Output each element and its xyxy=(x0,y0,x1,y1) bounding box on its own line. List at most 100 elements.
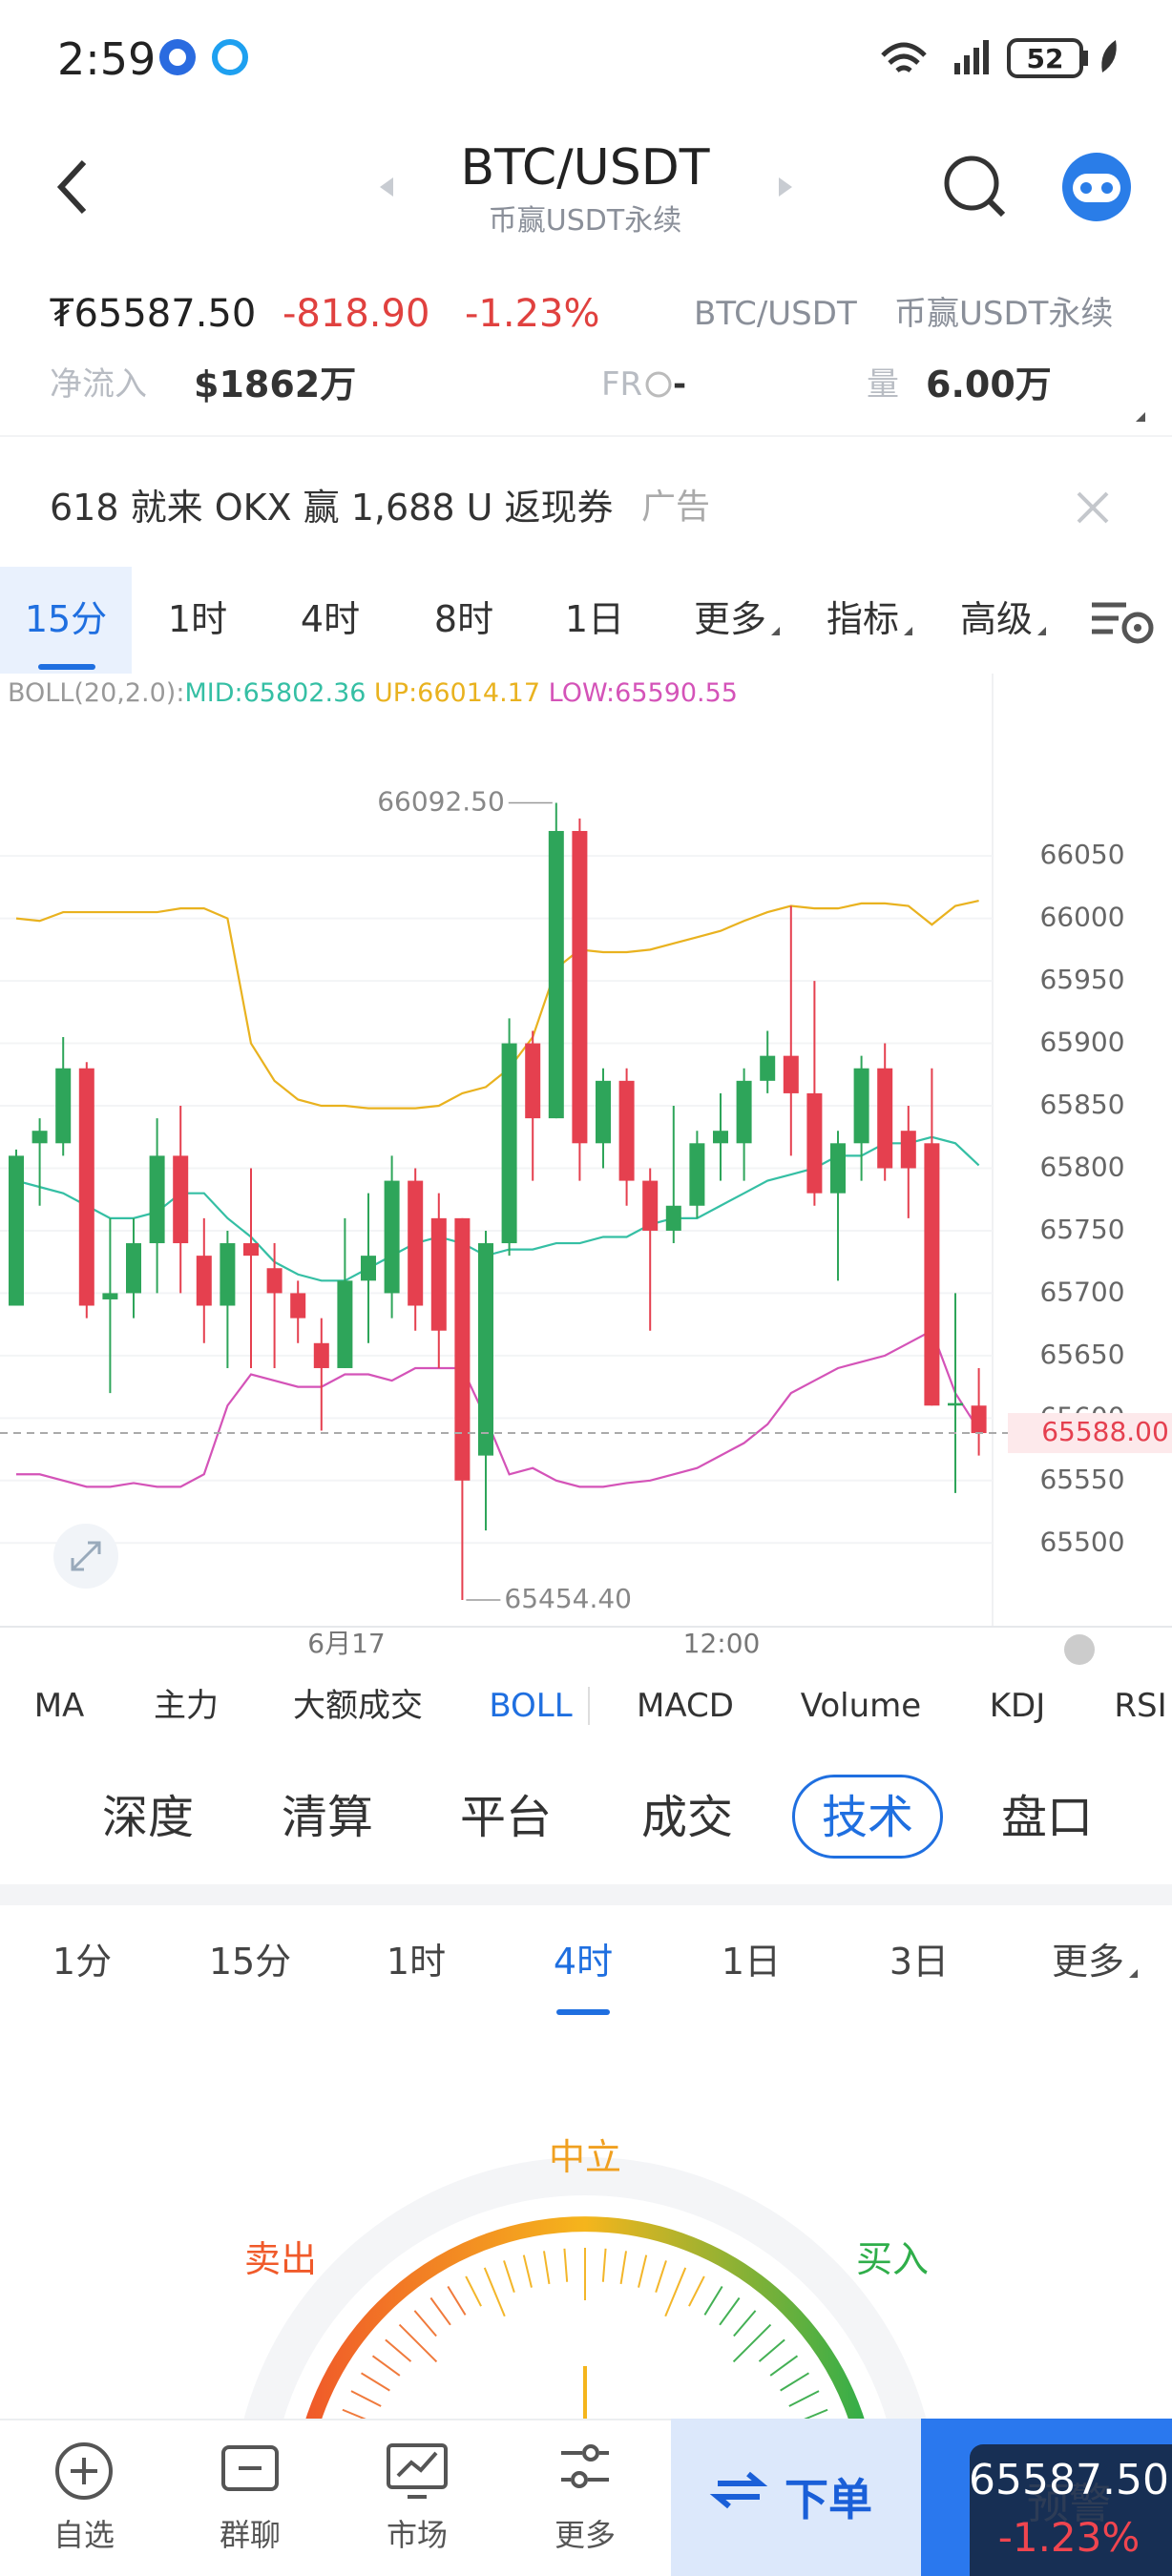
legend-text: 65802.36 xyxy=(243,678,366,708)
ad-text[interactable]: 618 就来 OKX 赢 1,688 U 返现券 xyxy=(50,487,614,529)
timeframe-tab[interactable]: 1日 xyxy=(721,1941,782,1983)
nav-item[interactable]: 更多 xyxy=(554,2517,617,2553)
timeframe-tab[interactable]: 1分 xyxy=(52,1941,113,1983)
interval-tab[interactable]: 8时 xyxy=(433,598,494,640)
indicator-tab[interactable]: BOLL xyxy=(489,1687,573,1725)
header-icons xyxy=(56,153,1131,221)
active-pill[interactable] xyxy=(792,1775,943,1859)
candle xyxy=(501,1018,517,1257)
candle xyxy=(971,1367,987,1456)
candle xyxy=(596,1068,611,1169)
gauge-tick xyxy=(503,2260,515,2294)
gauge-tick xyxy=(465,2275,482,2307)
pair-name: BTC/USDT xyxy=(694,295,857,333)
candle xyxy=(572,818,588,1181)
candle-body xyxy=(9,1155,24,1306)
timeframe-tab[interactable]: 15分 xyxy=(208,1941,292,1983)
candle xyxy=(548,802,564,1119)
section-tab[interactable]: 深度 xyxy=(101,1791,195,1844)
gauge-tick xyxy=(350,2390,382,2407)
candle xyxy=(173,1106,189,1294)
section-tab[interactable]: 成交 xyxy=(640,1791,734,1844)
timeframe-tab[interactable]: 3日 xyxy=(889,1941,950,1983)
candle xyxy=(689,1131,705,1218)
expand-icon xyxy=(71,1541,101,1571)
indicator-tab[interactable]: Volume xyxy=(800,1687,922,1725)
indicator-tab[interactable]: 大额成交 xyxy=(293,1687,423,1725)
gauge-tick xyxy=(769,2355,799,2377)
order-button[interactable]: 下单 xyxy=(785,2474,872,2525)
gauge-tick xyxy=(385,2338,412,2362)
pair-title[interactable]: BTC/USDT xyxy=(460,139,710,197)
candle xyxy=(55,1037,72,1156)
y-tick-label: 65800 xyxy=(1039,1151,1124,1182)
gauge-tick xyxy=(447,2286,467,2316)
interval-tab[interactable]: 1日 xyxy=(564,598,625,640)
y-tick-label: 65500 xyxy=(1039,1526,1124,1557)
candle-body xyxy=(525,1043,541,1119)
candle-body xyxy=(337,1280,353,1368)
candle-body xyxy=(971,1405,987,1434)
y-tick-label: 65900 xyxy=(1039,1027,1124,1058)
misc-icons xyxy=(645,371,1145,524)
candle-body xyxy=(806,1092,823,1194)
interval-tab[interactable]: 更多 xyxy=(693,598,781,640)
candle xyxy=(478,1230,493,1531)
legend-text: 66014.17 xyxy=(417,678,540,708)
price-change-pct: -1.23% xyxy=(465,292,600,336)
floating-price-widget[interactable] xyxy=(970,2444,1172,2576)
search-button[interactable] xyxy=(944,156,999,211)
candle xyxy=(618,1068,635,1206)
back-button[interactable] xyxy=(56,159,87,215)
candle-body xyxy=(173,1155,189,1244)
candle xyxy=(126,1217,141,1319)
section-tab[interactable]: 清算 xyxy=(281,1791,374,1844)
y-tick-label: 65850 xyxy=(1039,1089,1124,1120)
indicator-tab[interactable]: RSI xyxy=(1114,1687,1167,1725)
section-tab[interactable]: 技术 xyxy=(821,1791,914,1844)
timeframe-tab[interactable]: 4时 xyxy=(553,1941,614,1983)
settings-icon[interactable] xyxy=(1088,592,1164,649)
section-tab[interactable]: 平台 xyxy=(459,1791,553,1844)
gauge-tick xyxy=(719,2296,741,2326)
candle-body xyxy=(266,1268,283,1294)
y-tick-label: 65700 xyxy=(1039,1276,1124,1307)
candle-body xyxy=(642,1180,659,1231)
interval-tab[interactable]: 4时 xyxy=(300,598,361,640)
indicator-tab[interactable]: 主力 xyxy=(154,1687,219,1725)
order-button-bg[interactable] xyxy=(671,2419,921,2576)
candlestick-chart: 6550065550656006565065700657506580065850… xyxy=(0,674,1172,1665)
indicator-tab[interactable]: MACD xyxy=(637,1687,734,1725)
candle-body xyxy=(31,1131,48,1144)
candle-body xyxy=(665,1205,681,1231)
candle-body xyxy=(760,1055,776,1081)
interval-tab[interactable]: 高级 xyxy=(959,598,1047,640)
interval-tab[interactable]: 1时 xyxy=(167,598,228,640)
nav-item[interactable]: 市场 xyxy=(386,2517,449,2553)
gauge-tick xyxy=(655,2260,667,2294)
y-tick-label: 65750 xyxy=(1039,1214,1124,1245)
battery-level: 52 xyxy=(1026,43,1064,74)
legend-text: 65590.55 xyxy=(615,678,738,708)
indicator-tab[interactable]: KDJ xyxy=(989,1687,1046,1725)
gauge-tick xyxy=(361,2372,390,2392)
gauge-tick xyxy=(638,2254,648,2288)
interval-tab[interactable]: 15分 xyxy=(24,598,108,640)
high-label: 66092.50 xyxy=(377,786,505,818)
net-inflow-label: 净流入 xyxy=(50,365,147,404)
gauge-tick xyxy=(398,2323,438,2363)
candle-body xyxy=(877,1068,893,1169)
interval-tab[interactable]: 指标 xyxy=(826,598,913,640)
y-tick-label: 66050 xyxy=(1039,839,1124,870)
net-inflow: $1862万 xyxy=(194,364,357,405)
close-ad[interactable] xyxy=(1077,491,1109,524)
timeframe-tab[interactable]: 更多 xyxy=(1051,1941,1139,1983)
candle xyxy=(361,1193,376,1343)
nav-item[interactable]: 自选 xyxy=(52,2517,115,2553)
section-tab[interactable]: 盘口 xyxy=(1000,1791,1094,1844)
timeframe-tab[interactable]: 1时 xyxy=(386,1941,447,1983)
indicator-tab[interactable]: MA xyxy=(33,1687,85,1725)
nav-item[interactable]: 群聊 xyxy=(219,2517,282,2553)
candle-body xyxy=(948,1402,963,1406)
funding-rate: - xyxy=(673,365,687,404)
